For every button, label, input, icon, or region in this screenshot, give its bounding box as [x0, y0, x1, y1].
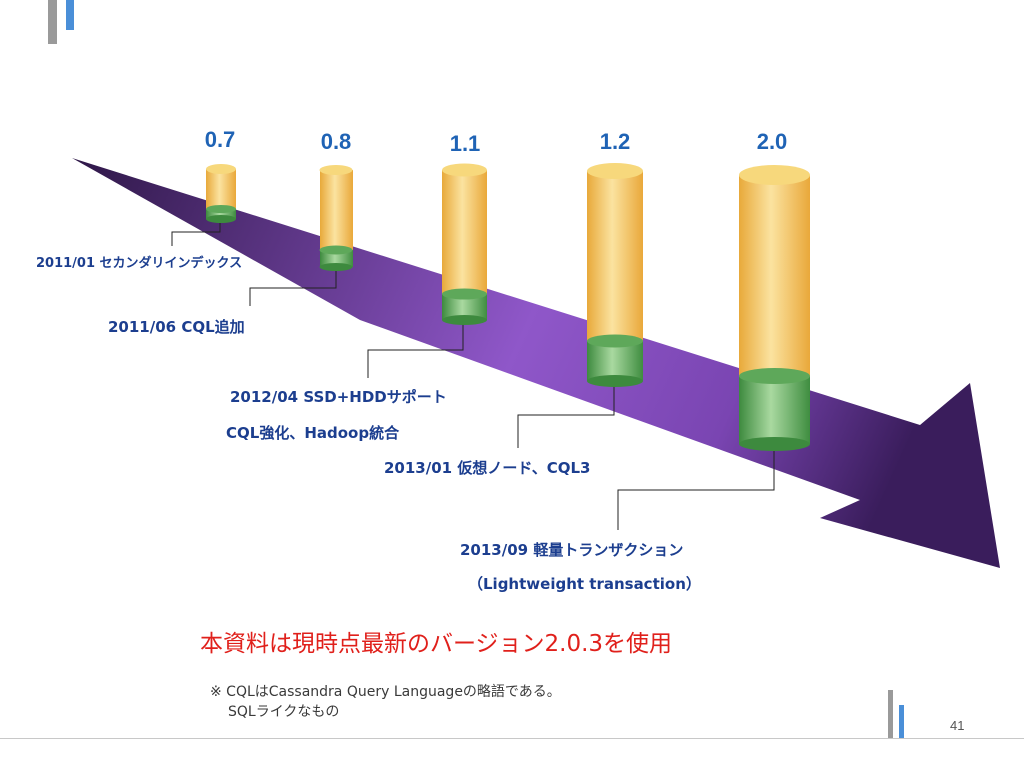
timeline-arrow — [72, 158, 1000, 568]
cylinder-0-7 — [206, 164, 236, 223]
version-label: 2.0 — [756, 129, 788, 154]
version-label: 1.2 — [599, 129, 631, 154]
connector-line — [517, 380, 615, 448]
connector-line — [249, 268, 337, 306]
connector-line — [171, 216, 221, 246]
version-label: 0.8 — [320, 129, 352, 154]
footnote: ※ CQLはCassandra Query Languageの略語である。 SQ… — [210, 682, 561, 722]
version-notice: 本資料は現時点最新のバージョン2.0.3を使用 — [200, 631, 673, 657]
cylinder-0-8 — [319, 165, 353, 271]
event-label: 2013/09 軽量トランザクション — [460, 541, 684, 559]
version-label: 0.7 — [204, 127, 236, 152]
connector-line — [367, 320, 464, 378]
event-label: 2012/04 SSD+HDDサポート — [230, 388, 447, 406]
event-label: 2011/06 CQL追加 — [108, 318, 245, 336]
footer-rule — [0, 738, 1024, 739]
cylinder-1-2 — [587, 163, 643, 387]
footer-accent-gray — [888, 690, 893, 738]
corner-accent-blue — [66, 0, 74, 30]
event-label: 2011/01 セカンダリインデックス — [36, 256, 243, 271]
footnote-line: ※ CQLはCassandra Query Languageの略語である。 — [210, 684, 561, 700]
footnote-line: SQLライクなもの — [228, 704, 340, 720]
event-label: （Lightweight transaction） — [468, 575, 701, 593]
corner-accent-gray — [48, 0, 57, 44]
event-connectors — [171, 216, 775, 530]
footer-accent-blue — [899, 705, 904, 738]
page-number: 41 — [950, 718, 965, 733]
event-label: 2013/01 仮想ノード、CQL3 — [384, 459, 591, 477]
cylinder-2-0 — [739, 165, 810, 451]
event-label: CQL強化、Hadoop統合 — [226, 424, 400, 442]
connector-line — [617, 445, 775, 530]
cylinder-1-1 — [442, 163, 487, 325]
version-label: 1.1 — [449, 131, 481, 156]
